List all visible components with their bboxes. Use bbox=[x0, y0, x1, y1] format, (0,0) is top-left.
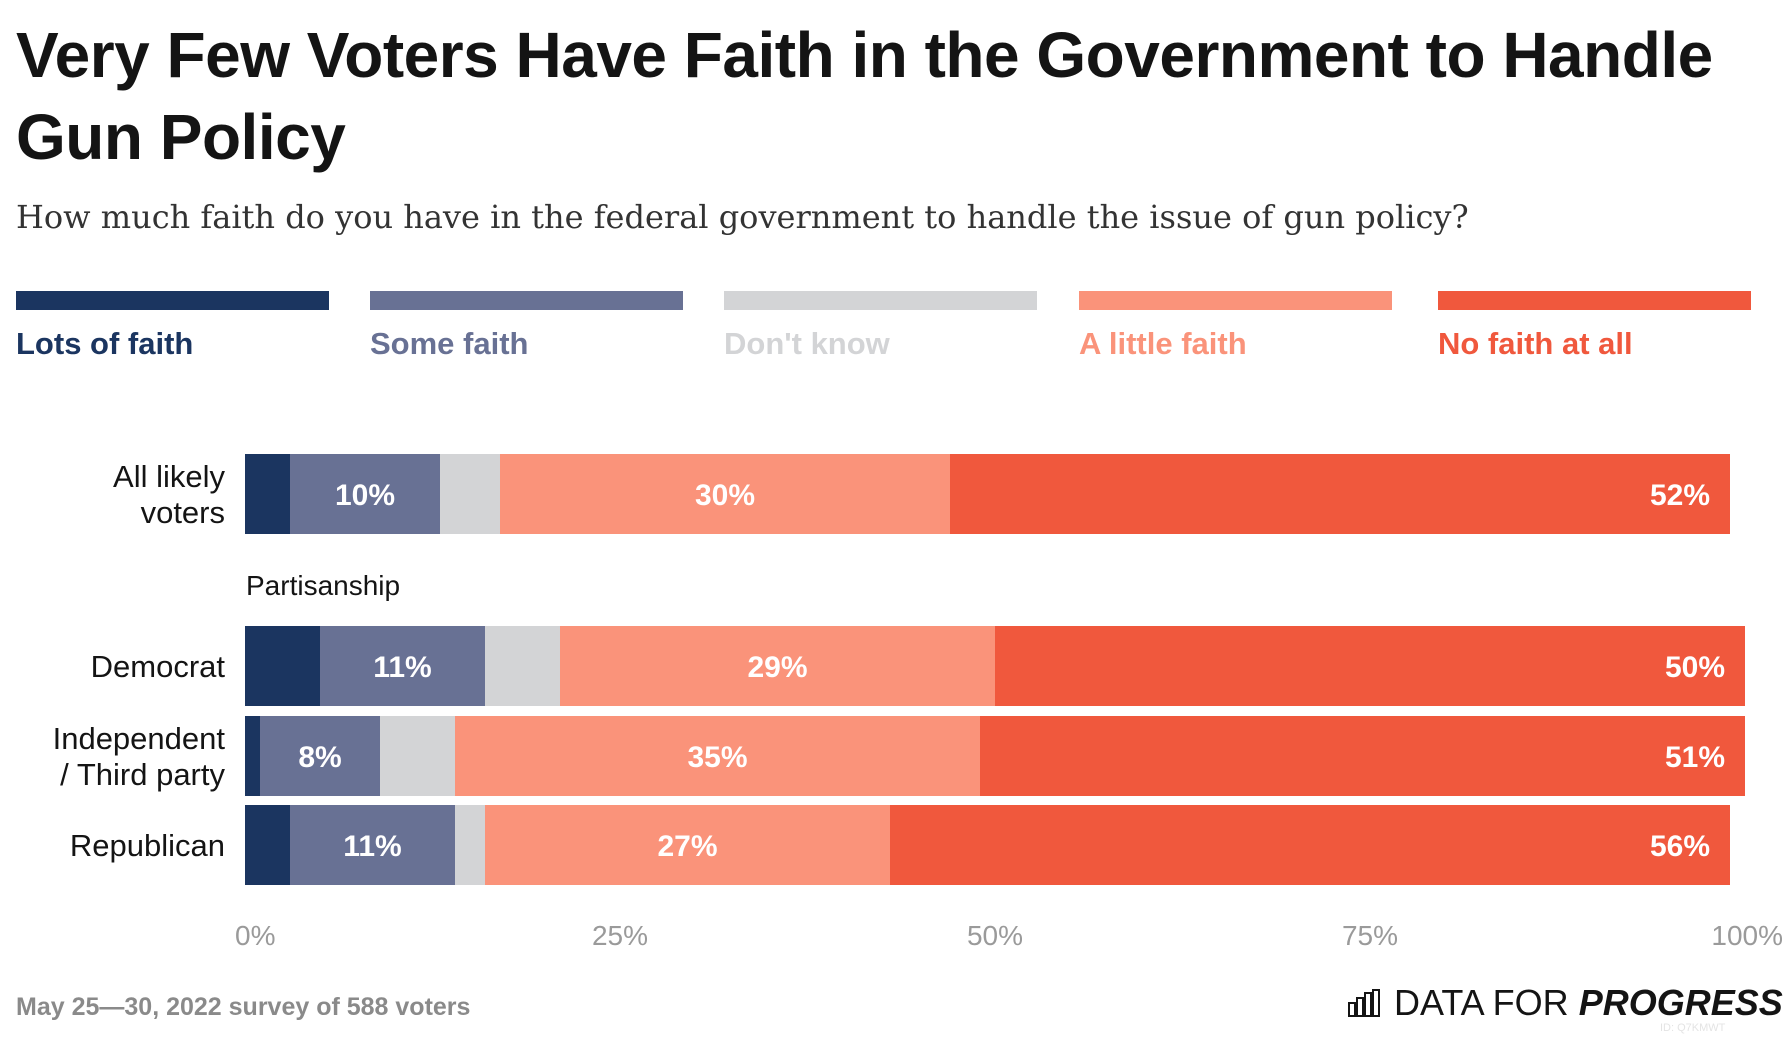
bar-all-likely-voters-don-t-know bbox=[440, 454, 500, 534]
category-label-independent-third-party: Independent / Third party bbox=[53, 721, 226, 792]
legend-label-dont-know: Don't know bbox=[724, 326, 890, 361]
data-label-democrat-no-faith-at-all: 50% bbox=[1665, 651, 1725, 684]
bar-republican-don-t-know bbox=[455, 805, 485, 885]
bar-republican-lots-of-faith bbox=[245, 805, 290, 885]
bar-democrat-lots-of-faith bbox=[245, 626, 320, 706]
legend-swatch-a-little-faith bbox=[1079, 291, 1392, 310]
x-tick-label-3: 75% bbox=[1342, 920, 1398, 951]
data-label-republican-some-faith: 11% bbox=[343, 830, 401, 863]
bar-independent-third-party-some-faith bbox=[260, 716, 380, 796]
bar-all-likely-voters-lots-of-faith bbox=[245, 454, 290, 534]
bar-independent-third-party-don-t-know bbox=[380, 716, 455, 796]
brand-logo: DATA FOR PROGRESS bbox=[1348, 982, 1783, 1024]
legend-label-no-faith-at-all: No faith at all bbox=[1438, 326, 1633, 361]
data-label-democrat-a-little-faith: 29% bbox=[747, 651, 807, 684]
x-tick-label-1: 25% bbox=[592, 920, 648, 951]
data-label-all-likely-voters-a-little-faith: 30% bbox=[695, 479, 755, 512]
bar-democrat-don-t-know bbox=[485, 626, 560, 706]
legend-swatch-some-faith bbox=[370, 291, 683, 310]
data-label-republican-a-little-faith: 27% bbox=[657, 830, 717, 863]
data-label-all-likely-voters-no-faith-at-all: 52% bbox=[1650, 479, 1710, 512]
x-tick-label-2: 50% bbox=[967, 920, 1023, 951]
legend-swatch-no-faith-at-all bbox=[1438, 291, 1751, 310]
bar-independent-third-party-a-little-faith bbox=[455, 716, 980, 796]
bar-independent-third-party-no-faith-at-all bbox=[980, 716, 1745, 796]
data-label-independent-third-party-a-little-faith: 35% bbox=[687, 741, 747, 774]
bar-democrat-some-faith bbox=[320, 626, 485, 706]
legend-item-some-faith: Some faith bbox=[370, 291, 683, 362]
chart-id: ID: Q7KMWT bbox=[1660, 1022, 1726, 1034]
bar-all-likely-voters-no-faith-at-all bbox=[950, 454, 1730, 534]
category-label-all-likely-voters: All likely voters bbox=[113, 459, 225, 530]
legend-swatch-dont-know bbox=[724, 291, 1037, 310]
brand-text-bold: PROGRESS bbox=[1578, 982, 1783, 1023]
legend-label-lots-of-faith: Lots of faith bbox=[16, 326, 194, 361]
group-label-partisanship: Partisanship bbox=[246, 570, 400, 601]
data-label-all-likely-voters-some-faith: 10% bbox=[335, 479, 395, 512]
chart-subtitle: How much faith do you have in the federa… bbox=[16, 198, 1469, 236]
legend: Lots of faith Some faith Don't know A li… bbox=[16, 291, 1751, 361]
data-label-independent-third-party-no-faith-at-all: 51% bbox=[1665, 741, 1725, 774]
x-tick-label-4: 100% bbox=[1711, 920, 1783, 951]
bar-all-likely-voters-some-faith bbox=[290, 454, 440, 534]
category-label-democrat: Democrat bbox=[91, 649, 226, 684]
bar-republican-some-faith bbox=[290, 805, 455, 885]
legend-swatch-lots-of-faith bbox=[16, 291, 329, 310]
legend-item-lots-of-faith: Lots of faith bbox=[16, 291, 329, 362]
legend-item-a-little-faith: A little faith bbox=[1079, 291, 1392, 362]
legend-label-some-faith: Some faith bbox=[370, 326, 529, 361]
data-label-democrat-some-faith: 11% bbox=[373, 651, 431, 684]
legend-label-a-little-faith: A little faith bbox=[1079, 326, 1247, 361]
x-tick-label-0: 0% bbox=[235, 920, 275, 951]
category-label-republican: Republican bbox=[70, 828, 225, 863]
data-label-republican-no-faith-at-all: 56% bbox=[1650, 830, 1710, 863]
bar-democrat-no-faith-at-all bbox=[995, 626, 1745, 706]
brand-text-regular: DATA FOR bbox=[1394, 982, 1569, 1023]
bar-chart-icon bbox=[1348, 989, 1380, 1017]
bar-republican-no-faith-at-all bbox=[890, 805, 1730, 885]
chart-title: Very Few Voters Have Faith in the Govern… bbox=[16, 19, 1713, 173]
data-label-independent-third-party-some-faith: 8% bbox=[298, 741, 341, 774]
bar-republican-a-little-faith bbox=[485, 805, 890, 885]
legend-item-dont-know: Don't know bbox=[724, 291, 1037, 362]
survey-note: May 25—30, 2022 survey of 588 voters bbox=[16, 993, 471, 1021]
bar-all-likely-voters-a-little-faith bbox=[500, 454, 950, 534]
bar-independent-third-party-lots-of-faith bbox=[245, 716, 260, 796]
legend-item-no-faith-at-all: No faith at all bbox=[1438, 291, 1751, 362]
bar-democrat-a-little-faith bbox=[560, 626, 995, 706]
